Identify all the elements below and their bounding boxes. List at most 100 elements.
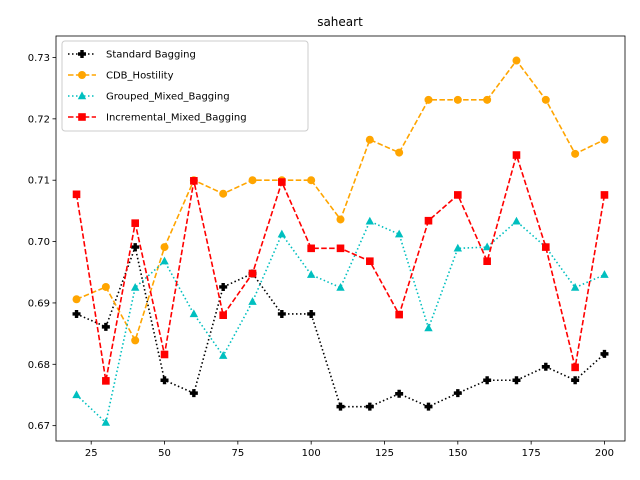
y-tick-label: 0.72	[28, 114, 50, 125]
x-tick-label: 50	[158, 448, 171, 459]
data-point	[600, 270, 609, 278]
data-point	[101, 322, 110, 331]
data-point	[160, 350, 169, 359]
data-point	[570, 282, 580, 291]
data-point	[395, 310, 403, 319]
data-point	[307, 309, 316, 318]
legend-marker	[77, 91, 87, 100]
axes-frame	[55, 35, 626, 442]
legend-marker	[78, 50, 86, 58]
data-point	[306, 270, 316, 278]
data-point	[336, 402, 345, 411]
data-point	[483, 95, 492, 104]
data-point	[130, 282, 140, 291]
data-point	[512, 151, 521, 159]
legend-box	[61, 40, 309, 132]
series-3	[72, 216, 609, 426]
data-point	[72, 190, 81, 199]
series-1	[72, 243, 609, 411]
data-point	[219, 189, 228, 198]
data-point	[571, 363, 579, 372]
data-point	[600, 349, 609, 358]
y-tick-label: 0.69	[28, 298, 50, 309]
data-point	[72, 309, 81, 318]
data-point	[453, 389, 462, 398]
y-tick-label: 0.73	[28, 53, 50, 64]
data-point	[424, 95, 433, 104]
data-point	[219, 282, 228, 291]
data-point	[72, 390, 81, 399]
x-tick-label: 25	[85, 448, 98, 459]
data-point	[571, 376, 580, 385]
data-point	[571, 149, 580, 158]
data-point	[600, 191, 609, 199]
y-tick-label: 0.68	[28, 360, 50, 371]
data-point	[600, 135, 609, 144]
x-tick-label: 75	[231, 448, 244, 459]
y-tick-label: 0.67	[28, 421, 50, 432]
data-point	[190, 177, 198, 185]
data-point	[395, 389, 404, 398]
x-tick-label: 100	[302, 448, 321, 459]
y-tick-label: 0.70	[28, 237, 50, 248]
x-tick-label: 200	[595, 448, 614, 459]
data-point	[365, 135, 374, 144]
data-point	[189, 389, 198, 398]
legend-label: Standard Bagging	[106, 50, 196, 61]
data-point	[189, 309, 199, 318]
x-tick-label: 175	[522, 448, 541, 459]
data-point	[131, 219, 139, 227]
series-4	[72, 151, 609, 385]
data-point	[454, 191, 462, 199]
legend-marker	[78, 113, 86, 121]
legend: Standard Bagging CDB_Hostility Grouped_Mix…	[61, 40, 309, 132]
data-point	[102, 377, 110, 385]
data-point	[541, 95, 550, 104]
legend-entry: CDB_Hostility	[68, 71, 174, 82]
data-point	[277, 229, 287, 238]
data-point	[541, 362, 550, 371]
data-point	[160, 256, 169, 265]
data-point	[101, 282, 110, 291]
data-point	[336, 244, 345, 253]
plot-area	[72, 56, 609, 426]
data-point	[101, 417, 111, 426]
data-point	[542, 243, 550, 251]
data-point	[512, 56, 521, 65]
data-point	[483, 257, 491, 266]
legend-marker	[78, 71, 86, 79]
data-point	[394, 229, 404, 238]
data-point	[366, 257, 374, 266]
data-point	[248, 297, 257, 305]
y-tick-label: 0.71	[28, 176, 50, 187]
data-point	[277, 309, 286, 318]
legend-entry: Incremental_Mixed_Bagging	[68, 113, 247, 124]
legend-label: CDB_Hostility	[106, 71, 174, 82]
data-point	[453, 95, 462, 104]
data-point	[72, 295, 81, 304]
data-point	[131, 243, 140, 252]
data-point	[424, 323, 433, 332]
data-point	[395, 148, 404, 157]
x-tick-label: 150	[448, 448, 467, 459]
data-point	[131, 336, 140, 345]
data-point	[482, 242, 492, 251]
data-point	[453, 243, 463, 252]
chart-title: saheart	[317, 15, 363, 29]
data-point	[424, 402, 433, 411]
data-point	[365, 402, 374, 411]
data-point	[365, 216, 375, 225]
legend-label: Incremental_Mixed_Bagging	[106, 113, 247, 124]
data-point	[160, 376, 169, 385]
data-point	[160, 243, 169, 252]
data-point	[248, 176, 257, 185]
data-point	[307, 244, 315, 253]
data-point	[336, 215, 345, 224]
legend-entry: Grouped_Mixed_Bagging	[68, 91, 230, 103]
x-tick-label: 125	[375, 448, 394, 459]
axes: 25 50 75 100 125 150 175 200 0.67 0.68 0.69 0.70 0.7…	[28, 35, 626, 459]
data-point	[424, 216, 433, 225]
data-point	[336, 282, 345, 291]
data-point	[278, 178, 286, 186]
